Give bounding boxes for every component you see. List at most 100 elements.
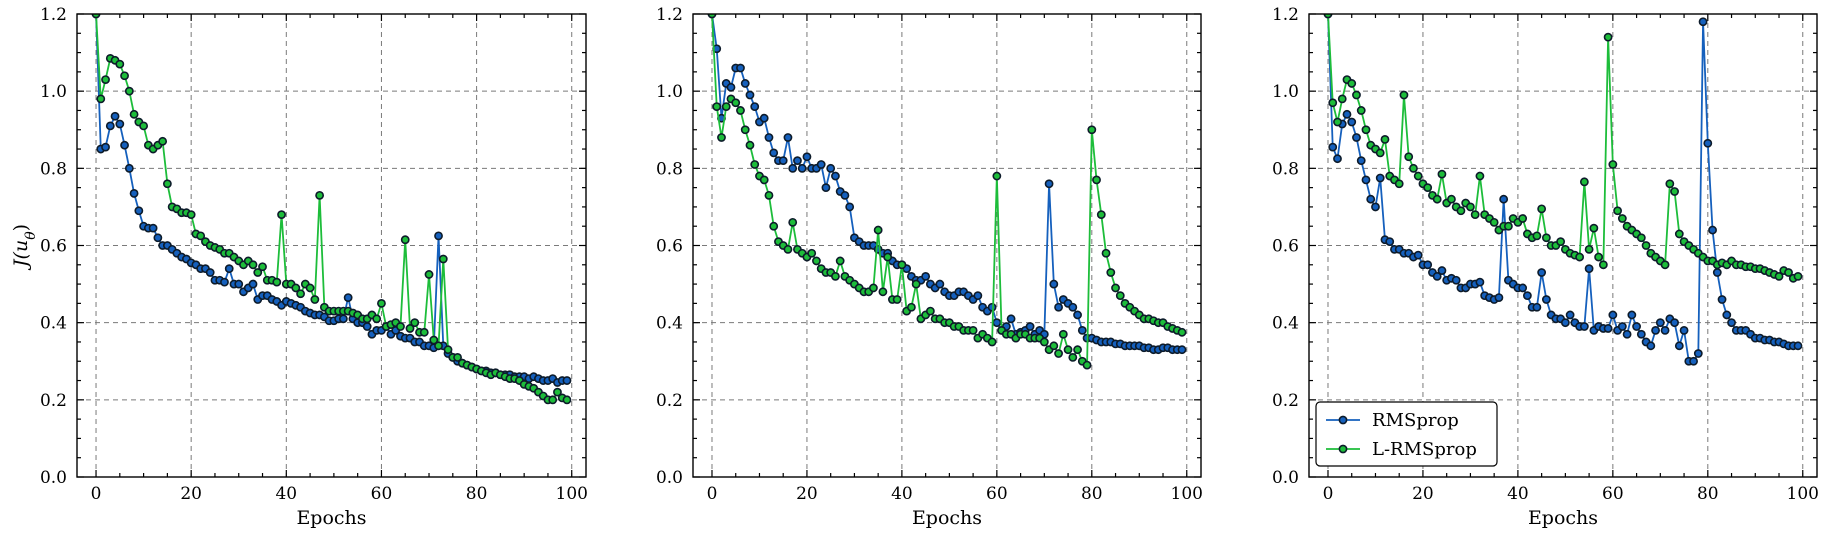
- data-point: [1058, 329, 1068, 339]
- data-point: [258, 262, 267, 272]
- subplot-1: 0 20 40 60 80 100 0.0 0.2 0.4 0.6 0.8 1.0 1.2 Epochs J…: [10, 5, 588, 529]
- legend-box: [1315, 401, 1498, 467]
- y-tick-label: 0.2: [1272, 391, 1299, 411]
- data-point: [120, 71, 129, 81]
- data-point: [553, 387, 562, 397]
- data-point: [277, 210, 286, 220]
- data-point: [1660, 325, 1670, 335]
- data-point: [831, 171, 840, 181]
- data-point: [305, 283, 315, 293]
- y-tick-label: 0.8: [1272, 159, 1299, 179]
- data-point: [1689, 356, 1698, 366]
- data-point: [1670, 318, 1679, 328]
- data-point: [548, 395, 558, 405]
- y-tick-label: 0.6: [656, 237, 683, 257]
- data-point: [968, 325, 978, 335]
- data-point: [362, 322, 372, 331]
- data-point: [821, 183, 831, 193]
- data-point: [410, 318, 420, 328]
- data-point: [1674, 341, 1684, 351]
- data-point: [1039, 337, 1049, 347]
- y-tick-label: 1.2: [1272, 5, 1299, 25]
- data-point: [224, 264, 234, 274]
- data-point: [1793, 271, 1803, 281]
- data-point: [1323, 14, 1333, 19]
- data-point: [1049, 341, 1059, 351]
- data-point: [788, 217, 798, 227]
- data-point: [793, 156, 802, 166]
- data-point: [1082, 360, 1092, 370]
- data-point: [1049, 279, 1059, 289]
- data-point: [906, 302, 916, 312]
- data-point: [1385, 237, 1395, 247]
- y-tick-label: 1.2: [656, 5, 683, 25]
- data-point: [1361, 125, 1371, 135]
- data-point: [220, 277, 229, 287]
- y-tick-label: 0.6: [40, 237, 67, 257]
- data-point: [96, 94, 106, 104]
- data-point: [764, 133, 774, 142]
- data-point: [1413, 250, 1423, 260]
- data-point: [1404, 152, 1414, 162]
- data-point: [992, 171, 1002, 181]
- data-point: [1466, 202, 1475, 212]
- data-point: [1632, 322, 1641, 331]
- data-point: [869, 283, 878, 293]
- data-point: [1044, 179, 1054, 189]
- data-point: [1703, 138, 1713, 148]
- data-point: [992, 318, 1002, 328]
- data-point: [1532, 231, 1542, 241]
- data-point: [1537, 268, 1547, 277]
- data-point: [1560, 318, 1570, 328]
- data-point: [1399, 90, 1409, 100]
- data-point: [1674, 229, 1684, 239]
- y-tick-label: 0.2: [656, 391, 683, 411]
- data-point: [1054, 349, 1063, 358]
- data-point: [1598, 260, 1608, 270]
- data-point: [1579, 322, 1589, 331]
- data-point: [91, 14, 101, 19]
- x-tick-label: 40: [1507, 484, 1529, 504]
- data-point: [987, 302, 997, 312]
- data-point: [1092, 175, 1101, 185]
- data-point: [105, 121, 115, 131]
- data-point: [1063, 345, 1073, 355]
- data-point: [1627, 310, 1637, 320]
- data-point: [1518, 214, 1528, 223]
- data-point: [1371, 202, 1380, 212]
- axes-frame: [76, 13, 587, 478]
- data-point: [873, 225, 883, 235]
- data-point: [1437, 169, 1447, 179]
- data-point: [935, 279, 945, 289]
- data-point: [1504, 221, 1513, 231]
- data-point: [1456, 206, 1466, 216]
- data-point: [1447, 194, 1456, 204]
- data-point: [1613, 206, 1622, 216]
- data-point: [1106, 268, 1116, 277]
- data-point: [1356, 156, 1366, 166]
- series-L-RMSprop: [707, 14, 1187, 370]
- data-point: [434, 341, 443, 351]
- data-point: [1575, 252, 1585, 262]
- x-tick-label: 0: [1323, 484, 1334, 504]
- data-point: [1579, 177, 1589, 187]
- data-point: [1432, 194, 1442, 204]
- data-point: [115, 119, 125, 129]
- data-point: [162, 179, 172, 189]
- legend-label: L-RMSprop: [1372, 439, 1477, 460]
- data-point: [248, 279, 258, 289]
- data-point: [788, 163, 798, 173]
- data-point: [1518, 283, 1528, 293]
- data-point: [1356, 106, 1366, 115]
- data-point: [835, 256, 845, 266]
- data-point: [1660, 260, 1670, 270]
- series-line: [95, 14, 567, 384]
- data-point: [1006, 314, 1016, 324]
- data-point: [129, 109, 139, 119]
- data-point: [1337, 94, 1347, 104]
- data-point: [186, 210, 196, 220]
- data-point: [1054, 302, 1063, 312]
- y-tick-label: 0.2: [40, 391, 67, 411]
- data-point: [1423, 260, 1433, 270]
